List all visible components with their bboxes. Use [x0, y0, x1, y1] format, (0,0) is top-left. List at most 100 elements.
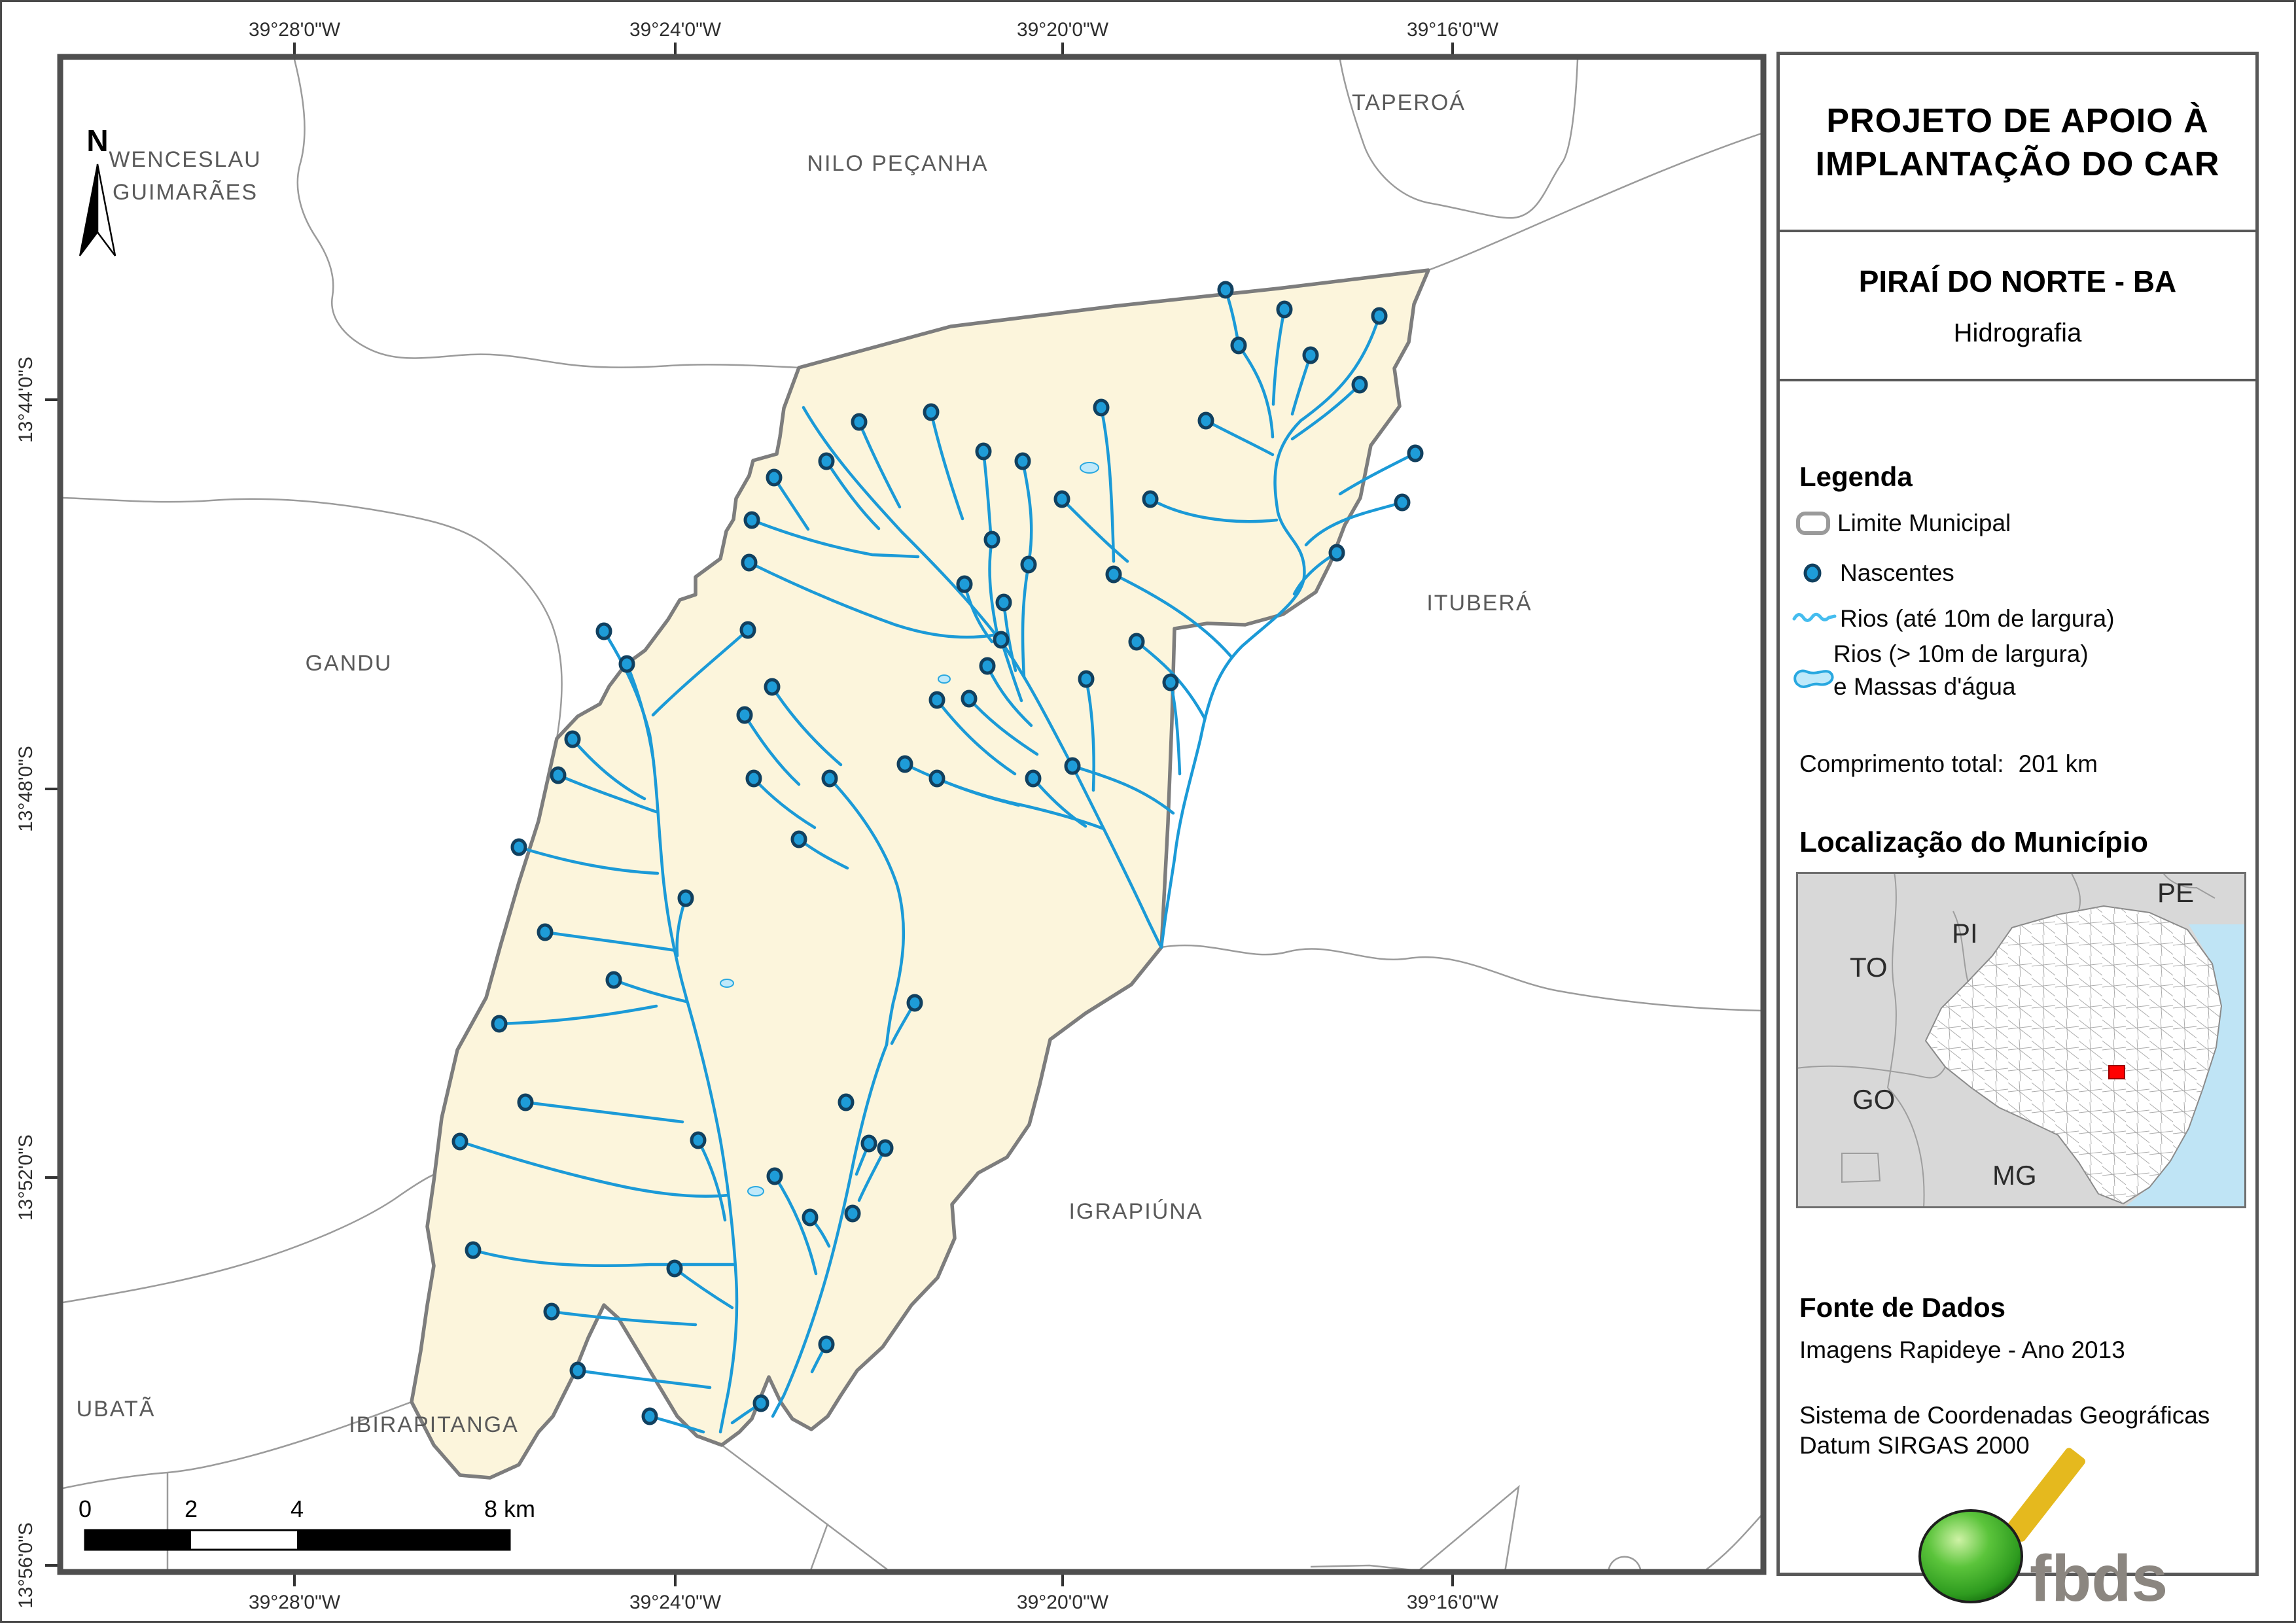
river-line — [1112, 572, 1233, 658]
river-line — [985, 664, 1033, 727]
latitude-label-left: 13°48'0"S — [15, 746, 37, 832]
nascente-dot — [1197, 411, 1214, 430]
river-line — [612, 978, 688, 1003]
water-body — [938, 674, 951, 684]
longitude-label-top: 39°16'0"W — [1407, 19, 1499, 41]
nascente-dot — [641, 1407, 658, 1425]
nascente-dot — [550, 766, 567, 784]
legend-label-nascentes: Nascentes — [1840, 559, 1954, 586]
scale-8km: 8 km — [484, 1495, 535, 1522]
nascente-dot — [605, 971, 622, 989]
logo-text: fbds — [2030, 1542, 2168, 1615]
neighbor-boundary-line — [62, 1173, 436, 1304]
nascente-dot — [1276, 300, 1293, 319]
river-line — [1070, 764, 1175, 815]
neighbor-municipality-label: TAPEROÁ — [1352, 90, 1466, 115]
nascente-dot — [1407, 444, 1424, 462]
nascente-dot — [961, 689, 978, 708]
river-line — [967, 697, 1039, 756]
river-line — [824, 459, 881, 531]
river-line — [517, 845, 660, 875]
neighbor-municipality-label: ITUBERÁ — [1426, 591, 1532, 616]
limite-municipal-swatch — [1796, 512, 1830, 535]
longitude-label-bottom: 39°28'0"W — [249, 1592, 341, 1613]
legend-item-rios: Rios (até 10m de largura) — [1792, 605, 2115, 633]
nascente-dot — [690, 1131, 707, 1149]
longitude-label-bottom: 39°20'0"W — [1017, 1592, 1109, 1613]
municipality-name: PIRAÍ DO NORTE - BA — [1858, 264, 2177, 298]
project-title-line2: IMPLANTAÇÃO DO CAR — [1815, 145, 2220, 183]
river-line — [1021, 459, 1033, 561]
nascente-dot — [928, 691, 945, 709]
inset-state-label: GO — [1852, 1084, 1895, 1115]
inset-state-label: TO — [1850, 952, 1888, 983]
latitude-label-left: 13°44'0"S — [15, 357, 37, 443]
river-line — [1271, 307, 1286, 406]
river-line — [828, 777, 906, 1047]
location-heading: Localização do Município — [1799, 826, 2148, 858]
longitude-label-top: 39°20'0"W — [1017, 19, 1109, 41]
nascente-dot — [1128, 633, 1145, 651]
nascente-dot — [1328, 544, 1345, 562]
nascente-dot — [802, 1208, 819, 1227]
nascente-dot — [860, 1134, 877, 1153]
nascente-dot — [1394, 493, 1411, 512]
fbds-logo: fbds — [1918, 1448, 2168, 1615]
river-line — [523, 1100, 684, 1124]
river-line — [1304, 500, 1404, 547]
neighbor-municipality-label: WENCESLAU — [109, 147, 261, 172]
nascente-dot — [923, 403, 940, 421]
river-line — [1204, 419, 1275, 457]
river-line — [696, 1138, 727, 1222]
neighbor-municipality-label: UBATÃ — [77, 1397, 156, 1422]
neighbor-municipality-label: IBIRAPITANGA — [349, 1412, 519, 1437]
nascente-dot — [736, 706, 753, 724]
river-line — [458, 1140, 730, 1198]
latitude-label-left: 13°52'0"S — [15, 1134, 37, 1221]
nascente-dot — [764, 678, 781, 696]
river-line — [1237, 343, 1275, 439]
nascente-dot — [465, 1241, 482, 1259]
nascente-dot — [818, 1335, 835, 1353]
info-panel: PROJETO DE APOIO À IMPLANTAÇÃO DO CAR PI… — [1776, 52, 2259, 1615]
water-body — [747, 1186, 764, 1196]
source-heading: Fonte de Dados — [1799, 1292, 2006, 1323]
river-line — [935, 698, 1017, 776]
source-line1: Imagens Rapideye - Ano 2013 — [1799, 1336, 2125, 1363]
nascentes-swatch — [1803, 563, 1822, 583]
nascente-dot — [451, 1132, 468, 1151]
river-line — [935, 777, 1021, 807]
neighbor-municipality-label: IGRAPIÚNA — [1069, 1199, 1203, 1224]
map-frame — [57, 54, 1767, 1575]
nascente-dot — [851, 413, 868, 431]
north-arrow-icon: N — [79, 124, 116, 256]
logo-yellow-bar — [2005, 1448, 2086, 1542]
total-length-label: Comprimento total: — [1799, 750, 2004, 777]
nascente-dot — [906, 994, 923, 1012]
scale-2: 2 — [185, 1495, 198, 1522]
inset-state-labels: PI TO GO MG PE — [1850, 877, 2194, 1191]
massas-dagua-swatch — [1793, 669, 1834, 688]
inset-state-label: MG — [1992, 1160, 2037, 1191]
neighbor-municipality-label: GUIMARÃES — [113, 180, 258, 205]
river-line — [743, 713, 801, 786]
river-line — [1148, 497, 1279, 523]
legend-label-massas-2: e Massas d'água — [1833, 673, 2016, 700]
nascente-dot — [983, 531, 1000, 549]
north-label: N — [86, 124, 108, 158]
legend-item-nascentes: Nascentes — [1799, 559, 1954, 587]
river-line — [1338, 451, 1417, 496]
nascente-dot — [877, 1139, 894, 1157]
river-line — [857, 420, 902, 509]
nascente-dot — [1078, 670, 1095, 688]
nascente-dot — [537, 923, 554, 941]
nascente-dot — [896, 755, 913, 773]
river-line — [497, 1004, 658, 1026]
river-line — [981, 449, 993, 535]
legend-label-rios: Rios (até 10m de largura) — [1840, 605, 2115, 632]
nascente-dot — [666, 1259, 683, 1278]
neighbor-boundary-line — [1607, 1556, 1642, 1573]
legend-item-massas: Rios (> 10m de largura) e Massas d'água — [1790, 640, 2089, 701]
river-line — [651, 628, 750, 717]
